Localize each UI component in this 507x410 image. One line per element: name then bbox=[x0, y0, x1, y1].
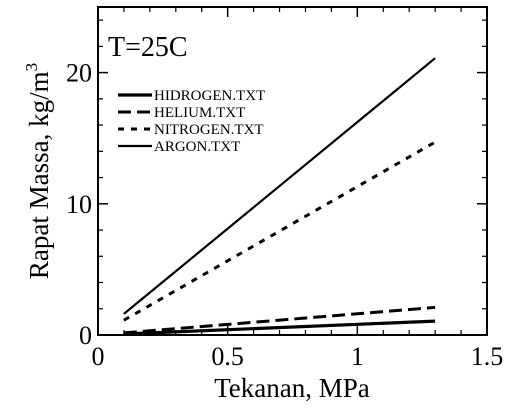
plot-frame bbox=[97, 6, 488, 336]
legend-label: ARGON.TXT bbox=[154, 139, 240, 155]
y-axis-title-text: Rapat Massa, kg/m bbox=[24, 71, 54, 279]
legend-label: HIDROGEN.TXT bbox=[154, 88, 265, 104]
series-line-argon-txt bbox=[123, 57, 436, 315]
series-layer bbox=[123, 57, 436, 336]
legend-label: HELIUM.TXT bbox=[154, 105, 245, 121]
y-axis-title: Rapat Massa, kg/m3 bbox=[22, 63, 54, 279]
temperature-annotation: T=25C bbox=[108, 32, 188, 63]
x-axis-title: Tekanan, MPa bbox=[214, 373, 370, 403]
y-tick-label: 20 bbox=[66, 59, 92, 88]
series-line-helium-txt bbox=[123, 305, 436, 335]
series-line-hidrogen-txt bbox=[123, 319, 436, 336]
x-tick-label: 1.5 bbox=[471, 342, 504, 371]
series-line-nitrogen-txt bbox=[123, 140, 436, 322]
x-tick-label: 0 bbox=[92, 342, 105, 371]
y-tick-label: 10 bbox=[66, 190, 92, 219]
x-tick-label: 0.5 bbox=[211, 342, 244, 371]
axis-ticks: 0 0.5 1 1.5 0 10 20 bbox=[66, 7, 503, 371]
legend-label: NITROGEN.TXT bbox=[154, 122, 264, 138]
legend: HIDROGEN.TXTHELIUM.TXTNITROGEN.TXTARGON.… bbox=[118, 88, 265, 155]
x-tick-label: 1 bbox=[351, 342, 364, 371]
y-tick-label: 0 bbox=[79, 321, 92, 350]
y-axis-title-superscript: 3 bbox=[22, 63, 41, 72]
